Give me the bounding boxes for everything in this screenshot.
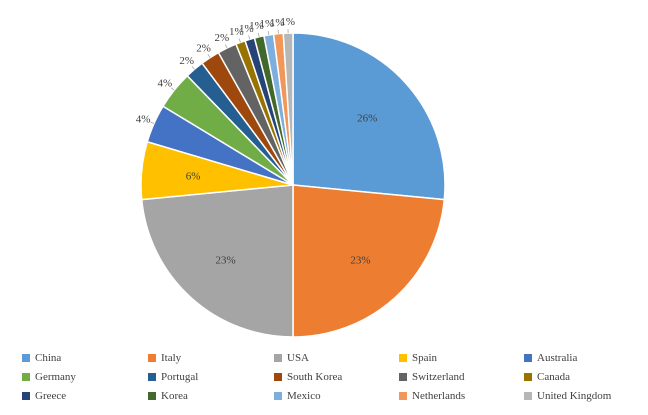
- slice-label-netherlands: 1%: [270, 17, 285, 29]
- leader-line-australia: [150, 121, 155, 124]
- legend-label: Australia: [537, 352, 578, 364]
- legend-swatch: [274, 392, 282, 400]
- legend-item-south-korea: South Korea: [274, 369, 342, 385]
- legend-swatch: [22, 373, 30, 381]
- legend-item-korea: Korea: [148, 388, 188, 404]
- legend-label: South Korea: [287, 371, 343, 383]
- pie-slice-china: [292, 32, 446, 201]
- legend-item-canada: Canada: [524, 369, 570, 385]
- legend-swatch: [399, 354, 407, 362]
- leader-line-germany: [170, 87, 175, 91]
- legend-item-germany: Germany: [22, 369, 76, 385]
- legend-swatch: [524, 392, 532, 400]
- legend-label: Italy: [161, 352, 182, 364]
- legend-item-greece: Greece: [22, 388, 66, 404]
- slice-label-portugal: 2%: [179, 55, 194, 67]
- legend-swatch: [148, 373, 156, 381]
- slice-label-switzerland: 2%: [215, 32, 230, 44]
- legend-swatch: [22, 392, 30, 400]
- slice-label-united-kingdom: 1%: [280, 16, 295, 28]
- legend-item-usa: USA: [274, 350, 309, 366]
- legend-label: Spain: [412, 352, 438, 364]
- legend-label: China: [35, 352, 62, 364]
- leader-line-south-korea: [207, 54, 211, 58]
- legend-item-italy: Italy: [148, 350, 181, 366]
- legend-label: Korea: [161, 390, 188, 402]
- slice-label-australia: 4%: [136, 114, 151, 126]
- leader-line-portugal: [191, 65, 195, 70]
- legend-item-mexico: Mexico: [274, 388, 321, 404]
- slice-label-south-korea: 2%: [196, 43, 211, 55]
- pie-chart: 26%23%23%6%4%4%2%2%2%1%1%1%1%1%1%: [136, 16, 446, 338]
- legend-item-portugal: Portugal: [148, 369, 198, 385]
- slice-label-china: 26%: [357, 113, 377, 125]
- slice-label-spain: 6%: [186, 170, 201, 182]
- legend-label: USA: [287, 352, 310, 364]
- legend-item-switzerland: Switzerland: [399, 369, 465, 385]
- legend-swatch: [148, 354, 156, 362]
- legend-label: Netherlands: [412, 390, 466, 402]
- legend-swatch: [524, 354, 532, 362]
- legend-label: Switzerland: [412, 371, 465, 383]
- slice-label-canada: 1%: [229, 26, 244, 38]
- leader-line-greece: [248, 35, 251, 40]
- legend-item-spain: Spain: [399, 350, 437, 366]
- legend-label: Canada: [537, 371, 570, 383]
- leader-line-canada: [238, 38, 241, 43]
- legend-item-united-kingdom: United Kingdom: [524, 388, 611, 404]
- chart-legend: China Italy USA Spain Australia Germany Portug…: [22, 350, 642, 410]
- legend-swatch: [148, 392, 156, 400]
- slice-label-italy: 23%: [350, 254, 370, 266]
- legend-label: Portugal: [161, 371, 199, 383]
- legend-label: United Kingdom: [537, 390, 612, 402]
- legend-label: Greece: [35, 390, 67, 402]
- legend-swatch: [524, 373, 532, 381]
- legend-swatch: [399, 373, 407, 381]
- pie-slice-italy: [292, 184, 446, 338]
- leader-line-korea: [257, 32, 260, 37]
- leader-line-switzerland: [224, 44, 228, 49]
- slice-label-germany: 4%: [157, 78, 172, 90]
- legend-swatch: [399, 392, 407, 400]
- legend-label: Germany: [35, 371, 76, 383]
- legend-swatch: [274, 354, 282, 362]
- pie-slice-usa: [140, 184, 294, 338]
- slice-label-mexico: 1%: [259, 18, 274, 30]
- leader-line-mexico: [267, 30, 270, 36]
- legend-swatch: [274, 373, 282, 381]
- legend-item-china: China: [22, 350, 61, 366]
- slice-label-korea: 1%: [249, 20, 264, 32]
- legend-swatch: [22, 354, 30, 362]
- legend-item-australia: Australia: [524, 350, 577, 366]
- slice-label-usa: 23%: [215, 254, 235, 266]
- legend-item-netherlands: Netherlands: [399, 388, 465, 404]
- legend-label: Mexico: [287, 390, 321, 402]
- slice-label-greece: 1%: [239, 23, 254, 35]
